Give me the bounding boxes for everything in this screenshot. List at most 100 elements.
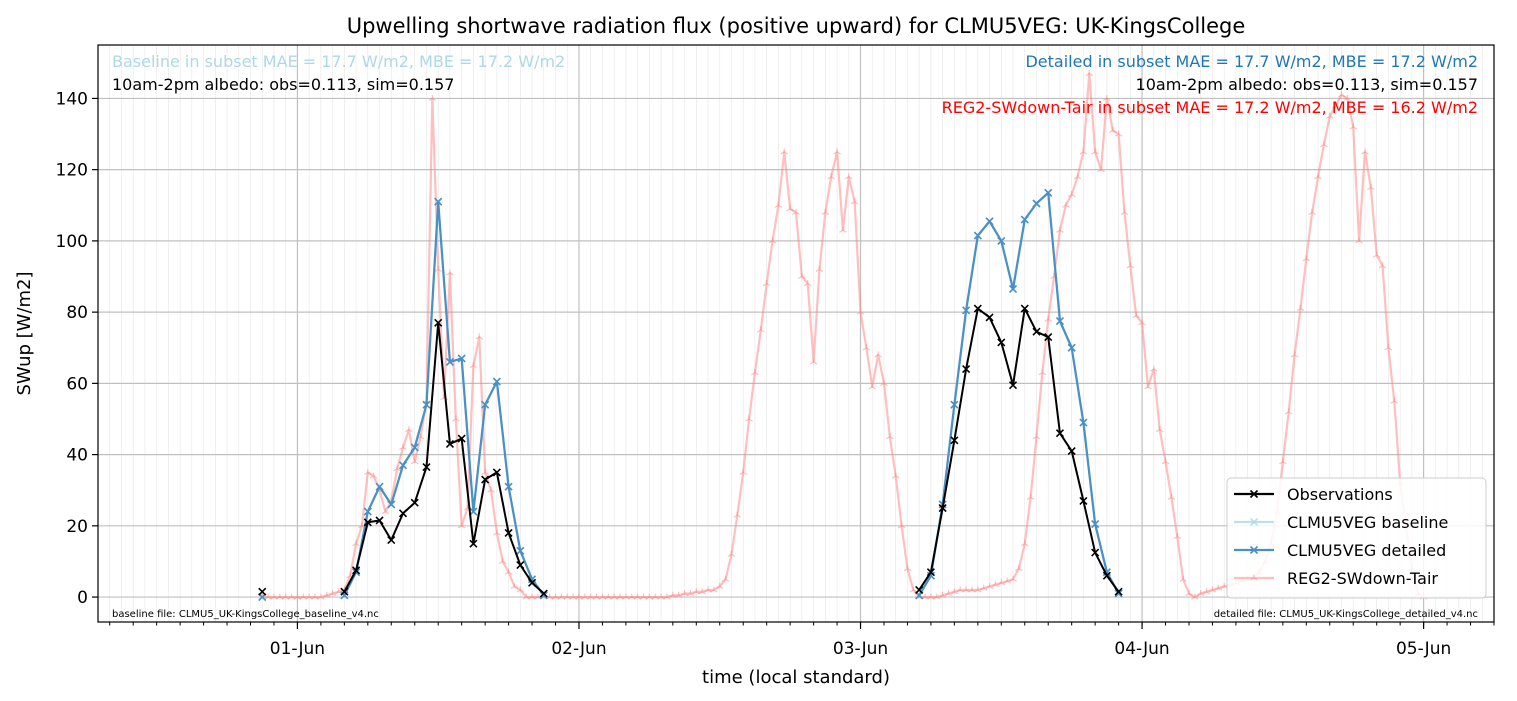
data-point — [1378, 262, 1387, 269]
data-point — [457, 434, 466, 443]
data-point — [422, 462, 431, 472]
legend: Observations CLMU5VEG baseline CLMU5VEG de… — [1226, 477, 1487, 599]
data-point — [944, 590, 953, 597]
data-point — [792, 208, 800, 216]
data-point — [1055, 316, 1065, 326]
data-point — [1155, 426, 1164, 433]
data-point — [950, 588, 959, 595]
data-point — [504, 568, 513, 575]
data-point — [997, 338, 1006, 347]
data-point — [445, 439, 454, 448]
data-point — [1355, 237, 1363, 244]
series-line — [343, 321, 545, 595]
data-point — [516, 586, 525, 593]
annotation-baseline-albedo: 10am-2pm albedo: obs=0.113, sim=0.157 — [112, 75, 454, 94]
data-point — [504, 482, 513, 491]
data-point — [1015, 565, 1023, 572]
data-point — [1091, 519, 1100, 529]
data-point — [539, 591, 548, 600]
data-point — [839, 226, 847, 233]
data-point — [1191, 593, 1199, 600]
data-point — [821, 208, 830, 216]
data-point — [1008, 381, 1018, 390]
data-point — [862, 344, 871, 351]
data-point — [686, 590, 695, 597]
data-point — [1372, 251, 1381, 258]
data-point — [1167, 493, 1176, 500]
data-point — [393, 465, 401, 472]
data-point — [340, 587, 349, 596]
legend-label: REG2-SWdown-Tair — [1287, 569, 1438, 588]
data-point — [715, 582, 724, 589]
data-point — [727, 550, 736, 557]
y-axis: 0 20 40 60 80 100 120 140 — [56, 89, 98, 608]
data-point — [991, 581, 1000, 588]
data-point — [1132, 312, 1141, 319]
data-point — [1114, 589, 1123, 598]
data-point — [398, 509, 408, 518]
data-point — [457, 522, 466, 529]
data-point — [880, 379, 888, 386]
data-point — [481, 468, 489, 476]
data-point — [751, 369, 759, 376]
data-point — [369, 472, 378, 479]
data-point — [352, 540, 360, 547]
data-point — [1173, 533, 1182, 540]
data-point — [850, 198, 859, 205]
data-point — [1079, 496, 1088, 505]
chart-title: Upwelling shortwave radiation flux (posi… — [347, 14, 1246, 38]
legend-marker — [1249, 517, 1259, 527]
data-point — [768, 237, 777, 244]
data-point — [833, 148, 841, 155]
data-point — [487, 486, 495, 493]
axes-frame — [97, 44, 1495, 623]
data-point — [710, 586, 718, 593]
data-point — [1279, 458, 1287, 465]
data-point — [451, 415, 460, 422]
data-point — [363, 518, 372, 527]
data-point — [1161, 458, 1170, 465]
data-point — [1032, 199, 1041, 208]
data-point — [1097, 166, 1105, 173]
data-point — [434, 318, 443, 327]
data-point — [962, 306, 971, 315]
data-point — [410, 498, 419, 507]
data-point — [469, 362, 478, 369]
data-point — [1138, 319, 1146, 326]
legend-box — [1226, 477, 1487, 599]
data-point — [492, 468, 501, 477]
data-point — [446, 269, 454, 276]
data-point — [903, 565, 912, 572]
data-point — [1325, 112, 1334, 119]
data-point — [1102, 571, 1111, 580]
data-point — [387, 536, 396, 545]
x-tick-label: 05-Jun — [1396, 639, 1451, 659]
data-point — [398, 461, 408, 470]
data-point — [493, 529, 501, 536]
data-point — [428, 94, 437, 102]
data-point — [1320, 141, 1328, 148]
data-point — [1384, 344, 1393, 351]
data-point — [874, 351, 882, 358]
data-point — [1144, 383, 1152, 390]
data-point — [1020, 304, 1029, 313]
data-point — [1202, 588, 1211, 595]
data-point — [962, 365, 971, 374]
data-point — [399, 443, 407, 451]
data-point — [1367, 183, 1375, 191]
data-point — [410, 458, 419, 465]
data-point — [1179, 575, 1187, 582]
data-point — [1296, 305, 1305, 312]
data-point — [950, 400, 959, 409]
data-point — [1085, 69, 1094, 77]
data-point — [926, 568, 935, 577]
data-point — [780, 148, 789, 155]
y-tick-label: 0 — [77, 588, 88, 608]
data-point — [445, 357, 454, 367]
data-point — [469, 539, 478, 548]
x-tick-label: 01-Jun — [270, 639, 325, 659]
data-point — [663, 593, 671, 600]
data-point — [317, 593, 325, 600]
data-point — [985, 582, 994, 589]
